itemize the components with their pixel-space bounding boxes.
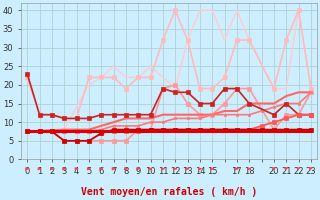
X-axis label: Vent moyen/en rafales ( km/h ): Vent moyen/en rafales ( km/h ) bbox=[81, 187, 257, 197]
